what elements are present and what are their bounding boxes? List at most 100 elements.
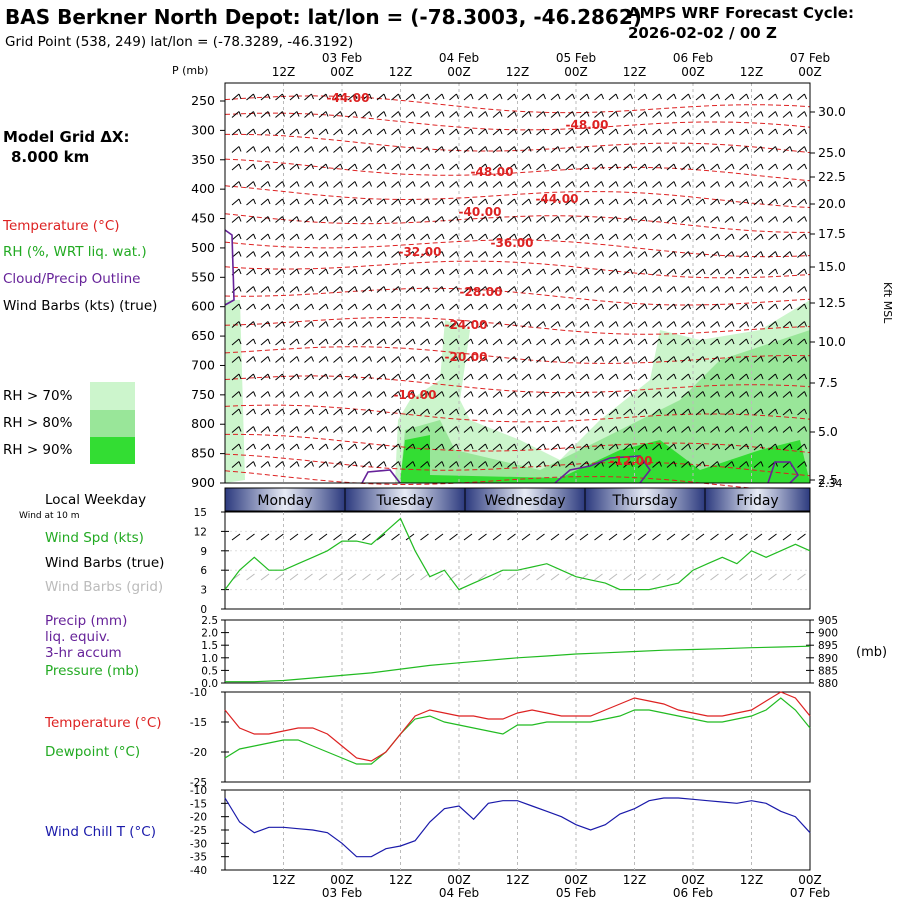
wind-barb-flag xyxy=(253,198,256,205)
wind-barb xyxy=(289,93,298,101)
wind-barb xyxy=(492,391,501,398)
wind-barb-flag xyxy=(731,181,735,187)
wind-barb-flag xyxy=(383,146,387,152)
wind-barb xyxy=(565,443,573,451)
wind-barb-flag xyxy=(630,111,633,117)
wind-barb xyxy=(724,216,733,223)
wind-barb xyxy=(434,181,443,188)
wind-barb-flag xyxy=(630,128,633,135)
wind-barb-flag xyxy=(615,251,619,257)
wind-barb-flag xyxy=(789,443,793,450)
wind-barb xyxy=(753,321,762,328)
wind-barb xyxy=(550,93,559,101)
wind-barb-flag xyxy=(702,268,706,275)
wind-barb xyxy=(753,251,762,258)
wind-barb xyxy=(463,391,472,398)
wind-barb xyxy=(521,461,530,468)
wind-barb-flag xyxy=(383,251,387,257)
legend-temp: Temperature (°C) xyxy=(44,715,162,731)
wind-barb-flag xyxy=(253,356,256,362)
wind-barb-flag xyxy=(630,321,633,327)
wind-barb xyxy=(463,286,472,293)
wind-barb xyxy=(391,111,399,118)
wind-barb-flag xyxy=(456,146,459,152)
wind-barb-flag xyxy=(238,128,242,135)
pressure-tick: 350 xyxy=(191,152,215,167)
wind-barb xyxy=(724,443,733,451)
wind-barb xyxy=(681,321,689,328)
wind-barb xyxy=(710,163,718,171)
wind-barb-flag xyxy=(514,391,517,397)
wind-barb-flag xyxy=(340,443,343,450)
wind-barb-flag xyxy=(253,111,256,117)
true-barb xyxy=(260,533,270,541)
wind-barb xyxy=(391,216,399,223)
wind-barb-flag xyxy=(673,251,677,257)
wind-barb-flag xyxy=(644,443,648,450)
wind-barb-flag xyxy=(731,373,735,380)
wind-barb xyxy=(536,181,544,188)
bottom-date-label: 07 Feb xyxy=(790,886,830,900)
wind-barb xyxy=(768,146,776,153)
wind-barb-flag xyxy=(789,233,793,240)
wind-barb xyxy=(782,146,791,153)
wind-barb-flag xyxy=(238,163,242,170)
wind-barb-flag xyxy=(557,251,561,257)
axis-tick: -15 xyxy=(190,798,207,810)
grid-barb xyxy=(304,573,313,581)
wind-barb-flag xyxy=(456,286,459,292)
wind-barb xyxy=(594,268,602,276)
wind-barb-flag xyxy=(644,391,648,397)
wind-barb xyxy=(318,391,327,398)
wind-barb xyxy=(695,373,704,381)
wind-barb-flag xyxy=(340,321,343,327)
axis-tick: -10 xyxy=(190,785,207,797)
rh70-swatch xyxy=(90,382,135,410)
wind-barb xyxy=(594,426,602,433)
wind-barb-flag xyxy=(369,426,372,432)
wind-barb-flag xyxy=(369,93,372,100)
wind-barb-flag xyxy=(296,181,300,187)
wind-barb xyxy=(536,303,544,311)
wind-barb-flag xyxy=(528,443,532,450)
wind-barb xyxy=(724,128,733,136)
wind-barb-flag xyxy=(659,111,662,117)
wind-barb xyxy=(507,338,515,346)
wind-barb-flag xyxy=(731,461,735,467)
weekday-name: Friday xyxy=(736,493,778,509)
axis-tick: 890 xyxy=(818,653,838,665)
wind-barb-flag xyxy=(586,111,590,117)
wind-barb-flag xyxy=(775,286,778,292)
wind-barb xyxy=(565,233,573,241)
wind-barb xyxy=(376,303,385,311)
wind-barb-flag xyxy=(267,408,271,415)
pressure-line xyxy=(225,645,811,683)
wind-barb xyxy=(231,111,240,118)
wind-barb xyxy=(463,198,472,206)
wind-barb xyxy=(594,303,602,311)
wind-barb xyxy=(594,408,602,416)
wind-barb-flag xyxy=(528,303,532,310)
wind-barb xyxy=(405,303,414,311)
wind-barb xyxy=(536,93,544,101)
bottom-date-label: 04 Feb xyxy=(439,886,479,900)
wind-barb xyxy=(333,146,341,153)
wind-barb xyxy=(768,408,776,416)
wind-barb xyxy=(594,443,602,451)
wind-barb-flag xyxy=(485,426,488,432)
wind-barb xyxy=(710,303,718,311)
wind-barb xyxy=(695,198,704,206)
wind-barb-flag xyxy=(528,321,532,327)
wind-barb-flag xyxy=(789,216,793,222)
wind-barb xyxy=(333,128,341,136)
bottom-date-label: 03 Feb xyxy=(322,886,362,900)
wind-barb xyxy=(391,443,399,451)
wind-barb xyxy=(652,443,660,451)
wind-barb-flag xyxy=(601,373,604,380)
wind-barb-flag xyxy=(572,303,575,310)
wind-barb xyxy=(681,286,689,293)
wind-barb xyxy=(521,128,530,136)
wind-barb-flag xyxy=(601,216,604,222)
wind-barb xyxy=(536,356,544,363)
grid-barb xyxy=(739,573,748,581)
